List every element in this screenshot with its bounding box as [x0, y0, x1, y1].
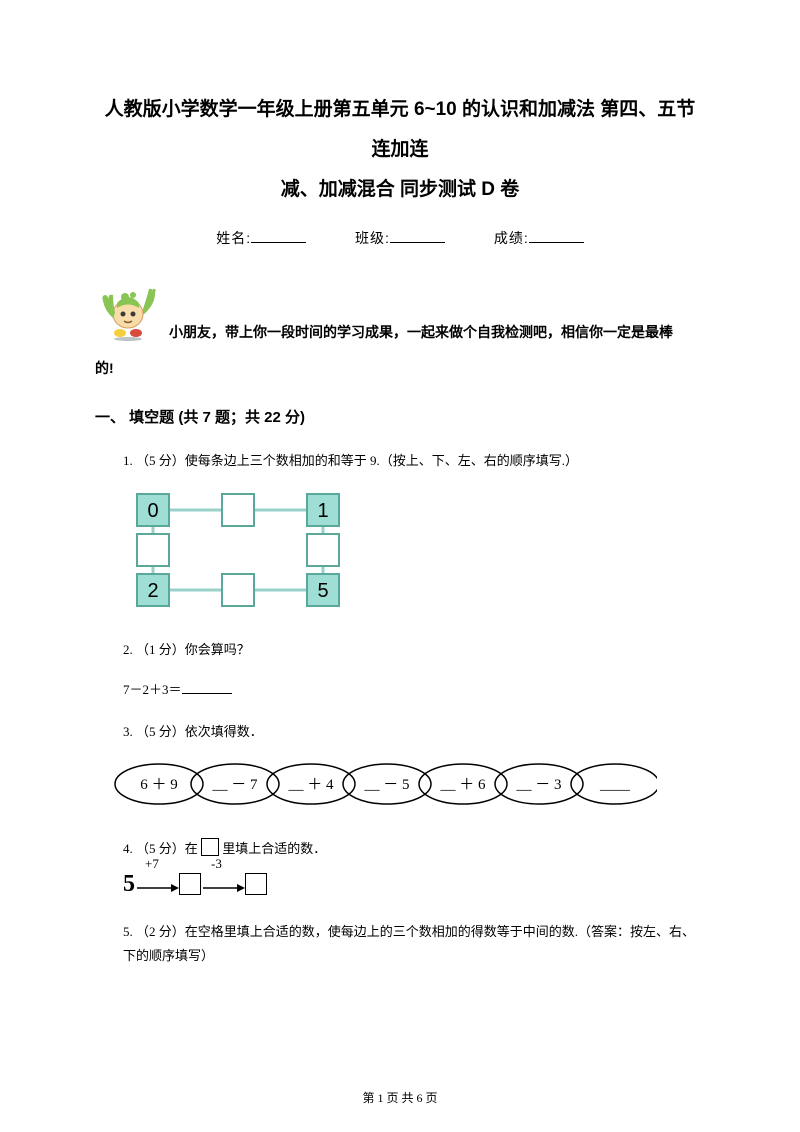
name-field[interactable]: [251, 229, 306, 243]
score-label: 成绩:: [494, 230, 529, 246]
score-field[interactable]: [529, 229, 584, 243]
class-field[interactable]: [390, 229, 445, 243]
question-2: 2. （1 分）你会算吗？: [95, 638, 705, 661]
figure-3: 6 ＋ 9 __ － 7 __ ＋ 4 __ － 5 __ ＋ 6 __ － 3 ____: [95, 758, 705, 815]
svg-text:____: ____: [599, 777, 631, 793]
svg-text:__ － 3: __ － 3: [515, 777, 561, 793]
name-label: 姓名:: [216, 230, 251, 246]
svg-text:6 ＋ 9: 6 ＋ 9: [140, 777, 178, 793]
mascot-icon: [95, 273, 165, 348]
intro-text-1: 小朋友，带上你一段时间的学习成果，一起来做个自我检测吧，相信你一定是最棒: [169, 323, 673, 339]
class-label: 班级:: [355, 230, 390, 246]
svg-text:__ － 7: __ － 7: [211, 777, 258, 793]
figure-1: 0 1 2 5: [95, 486, 705, 616]
question-2-expr: 7－2＋3＝: [95, 679, 705, 698]
section-title-1: 一、 填空题 (共 7 题；共 22 分): [95, 406, 705, 427]
page-footer: 第 1 页 共 6 页: [0, 1089, 800, 1106]
title-line-1: 人教版小学数学一年级上册第五单元 6~10 的认识和加减法 第四、五节 连加连: [95, 90, 705, 170]
title-line-2: 减、加减混合 同步测试 D 卷: [95, 170, 705, 210]
info-row: 姓名: 班级: 成绩:: [95, 228, 705, 248]
inline-box-icon: [201, 838, 219, 856]
fig4-box-1[interactable]: [179, 873, 201, 895]
svg-text:2: 2: [147, 580, 158, 602]
question-3: 3. （5 分）依次填得数．: [95, 720, 705, 743]
svg-text:__ ＋ 4: __ ＋ 4: [287, 777, 334, 793]
svg-text:__ ＋ 6: __ ＋ 6: [439, 777, 486, 793]
q2-blank[interactable]: [182, 681, 232, 694]
intro-text-2: 的!: [95, 358, 705, 378]
question-5: 5. （2 分）在空格里填上合适的数，使每边上的三个数相加的得数等于中间的数.（…: [95, 920, 705, 967]
fig4-start: 5: [123, 871, 135, 898]
question-4: 4. （5 分）在 里填上合适的数．: [95, 837, 705, 860]
arrow-1: +7: [135, 870, 179, 898]
svg-text:1: 1: [317, 500, 328, 522]
arrow-2: -3: [201, 870, 245, 898]
fig4-box-2[interactable]: [245, 873, 267, 895]
page: 人教版小学数学一年级上册第五单元 6~10 的认识和加减法 第四、五节 连加连 …: [0, 0, 800, 1132]
intro-block: 小朋友，带上你一段时间的学习成果，一起来做个自我检测吧，相信你一定是最棒: [95, 273, 705, 348]
figure-4: 5 +7 -3: [95, 870, 705, 898]
svg-text:__ － 5: __ － 5: [363, 777, 409, 793]
question-1: 1. （5 分）使每条边上三个数相加的和等于 9.（按上、下、左、右的顺序填写.…: [95, 449, 705, 472]
svg-text:0: 0: [147, 500, 158, 522]
svg-text:5: 5: [317, 580, 328, 602]
